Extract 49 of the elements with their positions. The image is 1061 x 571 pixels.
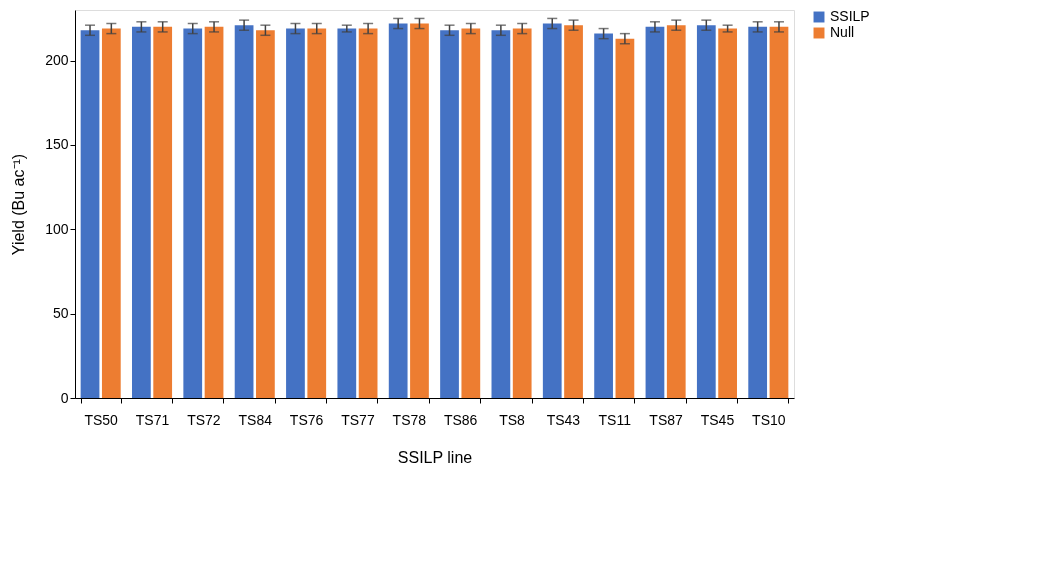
x-tick-label: TS87 (649, 411, 684, 428)
bar (183, 28, 203, 398)
bar (358, 28, 378, 398)
bar (388, 23, 408, 398)
y-axis-title: Yield (Bu ac⁻¹) (10, 153, 28, 256)
x-tick-label: TS43 (546, 411, 581, 428)
x-tick-label: TS71 (135, 411, 170, 428)
bar (615, 38, 635, 398)
x-tick-label: TS84 (238, 411, 273, 428)
y-tick-label: 200 (45, 52, 69, 69)
legend-label: Null (830, 24, 855, 40)
legend-label: SSILP (830, 8, 870, 24)
y-tick-label: 100 (45, 220, 69, 237)
bar (512, 28, 532, 398)
bar (307, 28, 327, 398)
bar (491, 30, 511, 398)
bar (410, 23, 429, 398)
x-tick-label: TS77 (341, 411, 375, 428)
y-tick-label: 150 (45, 136, 69, 153)
bar (645, 26, 665, 398)
x-axis-title: SSILP line (397, 448, 473, 466)
x-tick-label: TS11 (598, 411, 632, 428)
x-tick-label: TS50 (84, 411, 119, 428)
bar (153, 26, 173, 398)
x-tick-label: TS78 (392, 411, 427, 428)
bar (748, 26, 768, 398)
bar (440, 30, 459, 398)
bar (204, 26, 224, 398)
bar (101, 28, 121, 398)
bar (132, 26, 151, 398)
bar (769, 26, 789, 398)
bar (256, 30, 275, 398)
x-tick-label: TS10 (752, 411, 786, 428)
y-tick-label: 50 (52, 305, 69, 322)
bar (80, 30, 100, 398)
x-tick-label: TS45 (700, 411, 735, 428)
bar (286, 28, 305, 398)
bar (461, 28, 481, 398)
x-tick-label: TS72 (187, 411, 221, 428)
x-tick-label: TS8 (499, 411, 526, 428)
bar (696, 25, 716, 398)
bar (564, 25, 583, 398)
x-tick-label: TS86 (443, 411, 478, 428)
bar (542, 23, 562, 398)
x-tick-label: TS76 (289, 411, 324, 428)
y-tick-label: 0 (60, 389, 69, 406)
bar (666, 25, 686, 398)
bar (594, 33, 613, 398)
bar (234, 25, 254, 398)
